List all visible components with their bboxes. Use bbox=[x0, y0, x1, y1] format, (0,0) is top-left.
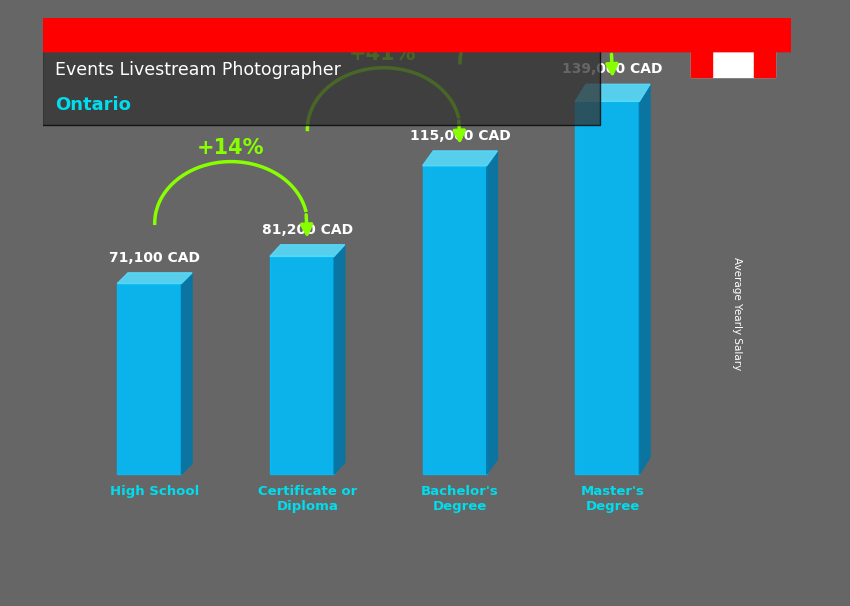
Text: salary: salary bbox=[564, 24, 612, 38]
Bar bbox=[270, 256, 334, 474]
Text: Ontario: Ontario bbox=[54, 96, 131, 114]
Text: Certificate or
Diploma: Certificate or Diploma bbox=[258, 485, 357, 513]
Text: 115,000 CAD: 115,000 CAD bbox=[410, 129, 510, 143]
Text: +14%: +14% bbox=[196, 138, 264, 158]
Text: Master's
Degree: Master's Degree bbox=[581, 485, 644, 513]
FancyBboxPatch shape bbox=[42, 13, 600, 125]
Bar bbox=[691, 2, 775, 77]
Polygon shape bbox=[0, 16, 850, 59]
Polygon shape bbox=[487, 151, 497, 474]
Text: High School: High School bbox=[110, 485, 199, 498]
Polygon shape bbox=[639, 84, 650, 474]
Bar bbox=[575, 101, 639, 474]
Bar bbox=[754, 2, 775, 77]
Text: Events Livestream Photographer: Events Livestream Photographer bbox=[54, 61, 341, 79]
Text: Salary Comparison By Education: Salary Comparison By Education bbox=[54, 24, 487, 47]
Text: explorer: explorer bbox=[615, 24, 681, 38]
Text: +41%: +41% bbox=[348, 44, 416, 64]
Polygon shape bbox=[270, 245, 345, 256]
Polygon shape bbox=[117, 273, 192, 284]
Bar bbox=[117, 284, 181, 474]
Polygon shape bbox=[181, 273, 192, 474]
Text: .com: .com bbox=[687, 24, 724, 38]
Bar bbox=[691, 2, 712, 77]
Text: 71,100 CAD: 71,100 CAD bbox=[109, 251, 201, 265]
Text: Bachelor's
Degree: Bachelor's Degree bbox=[421, 485, 499, 513]
Text: 139,000 CAD: 139,000 CAD bbox=[563, 62, 663, 76]
Text: Average Yearly Salary: Average Yearly Salary bbox=[732, 257, 742, 370]
Polygon shape bbox=[422, 151, 497, 165]
Polygon shape bbox=[334, 245, 345, 474]
Bar bbox=[422, 165, 487, 474]
Polygon shape bbox=[575, 84, 650, 101]
Text: 81,200 CAD: 81,200 CAD bbox=[262, 223, 353, 237]
